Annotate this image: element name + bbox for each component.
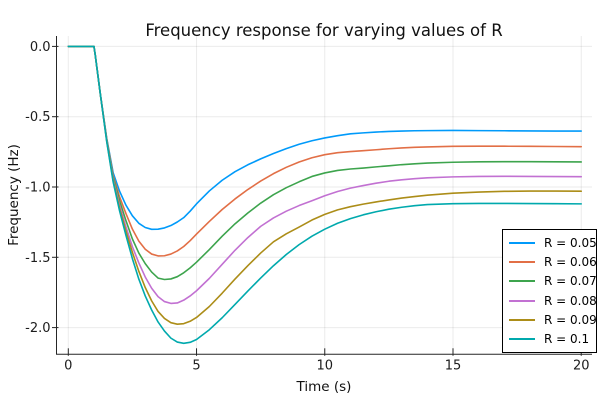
- legend-entry: R = 0.08: [503, 291, 597, 310]
- series-line: [67, 45, 583, 345]
- series-line: [67, 45, 583, 257]
- legend: R = 0.05 R = 0.06 R = 0.07 R = 0.08 R = 0.09…: [502, 229, 597, 353]
- legend-swatch: [509, 241, 535, 244]
- legend-swatch: [509, 299, 535, 302]
- x-axis-label: Time (s): [296, 379, 352, 395]
- series-line: [67, 45, 583, 231]
- legend-label: R = 0.08: [544, 293, 597, 308]
- legend-entry: R = 0.07: [503, 272, 597, 291]
- legend-swatch: [509, 338, 535, 341]
- y-axis-label: Frequency (Hz): [6, 144, 22, 246]
- chart-title: Frequency response for varying values of…: [145, 21, 503, 40]
- legend-label: R = 0.1: [544, 332, 590, 347]
- y-tick-label: 0.0: [30, 40, 51, 55]
- legend-swatch: [509, 260, 535, 263]
- legend-label: R = 0.05: [544, 235, 597, 250]
- legend-swatch: [509, 280, 535, 283]
- x-tick-label: 0: [64, 358, 72, 373]
- legend-label: R = 0.09: [544, 312, 597, 327]
- y-tick-label: -1.0: [25, 181, 50, 196]
- legend-swatch: [509, 318, 535, 321]
- x-tick-label: 15: [445, 358, 462, 373]
- y-tick-label: -2.0: [25, 321, 50, 336]
- y-tick-label: -1.5: [25, 251, 50, 266]
- series-line: [67, 45, 583, 281]
- y-tick-label: -0.5: [25, 110, 50, 125]
- legend-entry: R = 0.1: [503, 330, 596, 349]
- legend-label: R = 0.07: [544, 274, 597, 289]
- series-line: [67, 45, 583, 305]
- axis-spine: [56, 36, 592, 355]
- legend-entry: R = 0.06: [503, 252, 597, 271]
- legend-label: R = 0.06: [544, 254, 597, 269]
- x-tick-label: 5: [192, 358, 200, 373]
- x-tick-label: 20: [573, 358, 590, 373]
- legend-entry: R = 0.05: [503, 233, 597, 252]
- x-tick-label: 10: [316, 358, 333, 373]
- legend-entry: R = 0.09: [503, 310, 597, 329]
